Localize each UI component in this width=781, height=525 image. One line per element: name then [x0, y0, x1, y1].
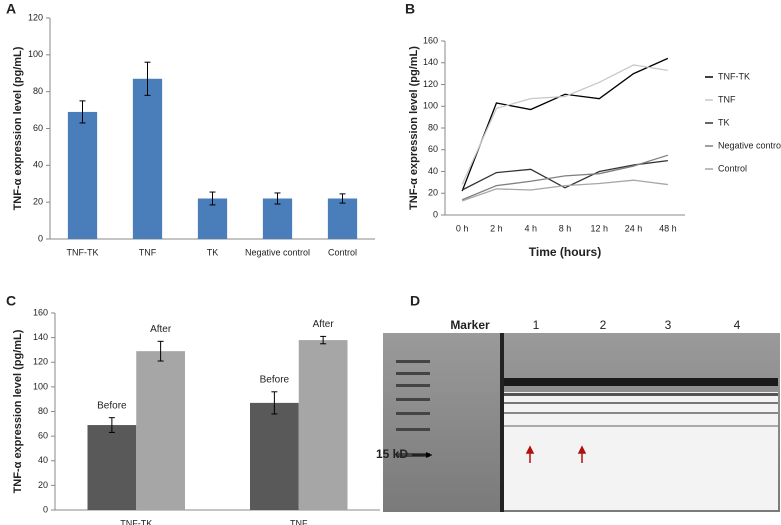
marker-label: Marker: [450, 318, 490, 332]
y-tick-label: 0: [433, 209, 438, 219]
y-axis-label: TNF-α expression level (pg/mL): [408, 46, 420, 210]
bar: [327, 198, 358, 239]
y-tick-label: 100: [33, 381, 48, 391]
y-tick-label: 100: [28, 49, 43, 59]
size-label: 15 kD: [376, 447, 408, 461]
line: [461, 179, 668, 202]
x-tick-label: TNF-TK: [67, 247, 99, 257]
bar-annotation: Before: [97, 400, 127, 411]
lane-label: 1: [533, 318, 540, 332]
bar: [132, 78, 163, 240]
western-blot: D Marker 1 2 3 4 15 kD: [376, 293, 780, 512]
x-tick-label: 4 h: [524, 223, 537, 233]
blot-edge: [500, 333, 504, 512]
y-tick-label: 40: [38, 455, 48, 465]
x-tick-label: 2 h: [490, 223, 503, 233]
x-tick-label: 24 h: [625, 223, 643, 233]
x-tick-label: 8 h: [559, 223, 572, 233]
bar: [67, 111, 98, 239]
x-tick-label: TNF-TK: [120, 518, 152, 525]
line: [461, 57, 669, 192]
legend-label: TK: [718, 117, 730, 127]
bar-annotation: After: [150, 324, 172, 335]
legend-label: TNF-TK: [718, 71, 750, 81]
y-tick-label: 120: [28, 12, 43, 22]
legend-label: TNF: [718, 94, 736, 104]
y-tick-label: 160: [423, 35, 438, 45]
lane-label: 2: [600, 318, 607, 332]
bar: [136, 351, 185, 510]
y-tick-label: 20: [38, 480, 48, 490]
y-tick-label: 80: [38, 406, 48, 416]
blot-band: [500, 378, 778, 386]
panel-label: C: [6, 293, 16, 309]
x-tick-label: Negative control: [245, 247, 310, 257]
lane-label: 3: [665, 318, 672, 332]
panel-label: A: [6, 1, 16, 17]
x-tick-label: Control: [328, 247, 357, 257]
y-tick-label: 0: [43, 504, 48, 514]
x-tick-label: 48 h: [659, 223, 677, 233]
y-tick-label: 120: [33, 357, 48, 367]
legend-label: Control: [718, 163, 747, 173]
legend-label: Negative control: [718, 140, 781, 150]
bar: [87, 425, 137, 510]
y-tick-label: 60: [428, 144, 438, 154]
y-tick-label: 40: [33, 160, 43, 170]
x-tick-label: 12 h: [591, 223, 609, 233]
bar-annotation: After: [313, 319, 335, 330]
blot-band: [500, 412, 778, 414]
y-tick-label: 60: [33, 123, 43, 133]
bar-annotation: Before: [260, 374, 290, 385]
bar: [262, 198, 293, 239]
y-tick-label: 100: [423, 101, 438, 111]
blot-clear-area: [500, 392, 778, 510]
blot-band: [500, 393, 778, 396]
y-tick-label: 160: [33, 307, 48, 317]
x-tick-label: TNF: [139, 247, 157, 257]
x-axis-label: Time (hours): [529, 245, 601, 259]
y-axis-label: TNF-α expression level (pg/mL): [12, 46, 24, 210]
y-tick-label: 20: [33, 197, 43, 207]
red-arrows: [525, 445, 587, 463]
blot-band: [500, 402, 778, 404]
y-tick-label: 140: [33, 332, 48, 342]
line: [461, 64, 668, 185]
blot-band: [500, 425, 778, 427]
y-tick-label: 60: [38, 431, 48, 441]
y-axis-label: TNF-α expression level (pg/mL): [12, 329, 24, 493]
x-tick-label: 0 h: [456, 223, 469, 233]
line: [461, 154, 669, 201]
y-tick-label: 20: [428, 188, 438, 198]
y-tick-label: 140: [423, 57, 438, 67]
lane-label: 4: [734, 318, 741, 332]
y-tick-label: 80: [33, 86, 43, 96]
bar: [298, 340, 348, 510]
panel-label: B: [405, 1, 415, 17]
y-tick-label: 40: [428, 166, 438, 176]
y-tick-label: 120: [423, 79, 438, 89]
panel-label: D: [410, 293, 420, 309]
bar: [250, 402, 299, 510]
x-tick-label: TNF: [290, 518, 308, 525]
line: [461, 159, 668, 191]
y-tick-label: 0: [38, 233, 43, 243]
size-arrow-head: [426, 452, 432, 458]
y-tick-label: 80: [428, 122, 438, 132]
x-tick-label: TK: [207, 247, 219, 257]
